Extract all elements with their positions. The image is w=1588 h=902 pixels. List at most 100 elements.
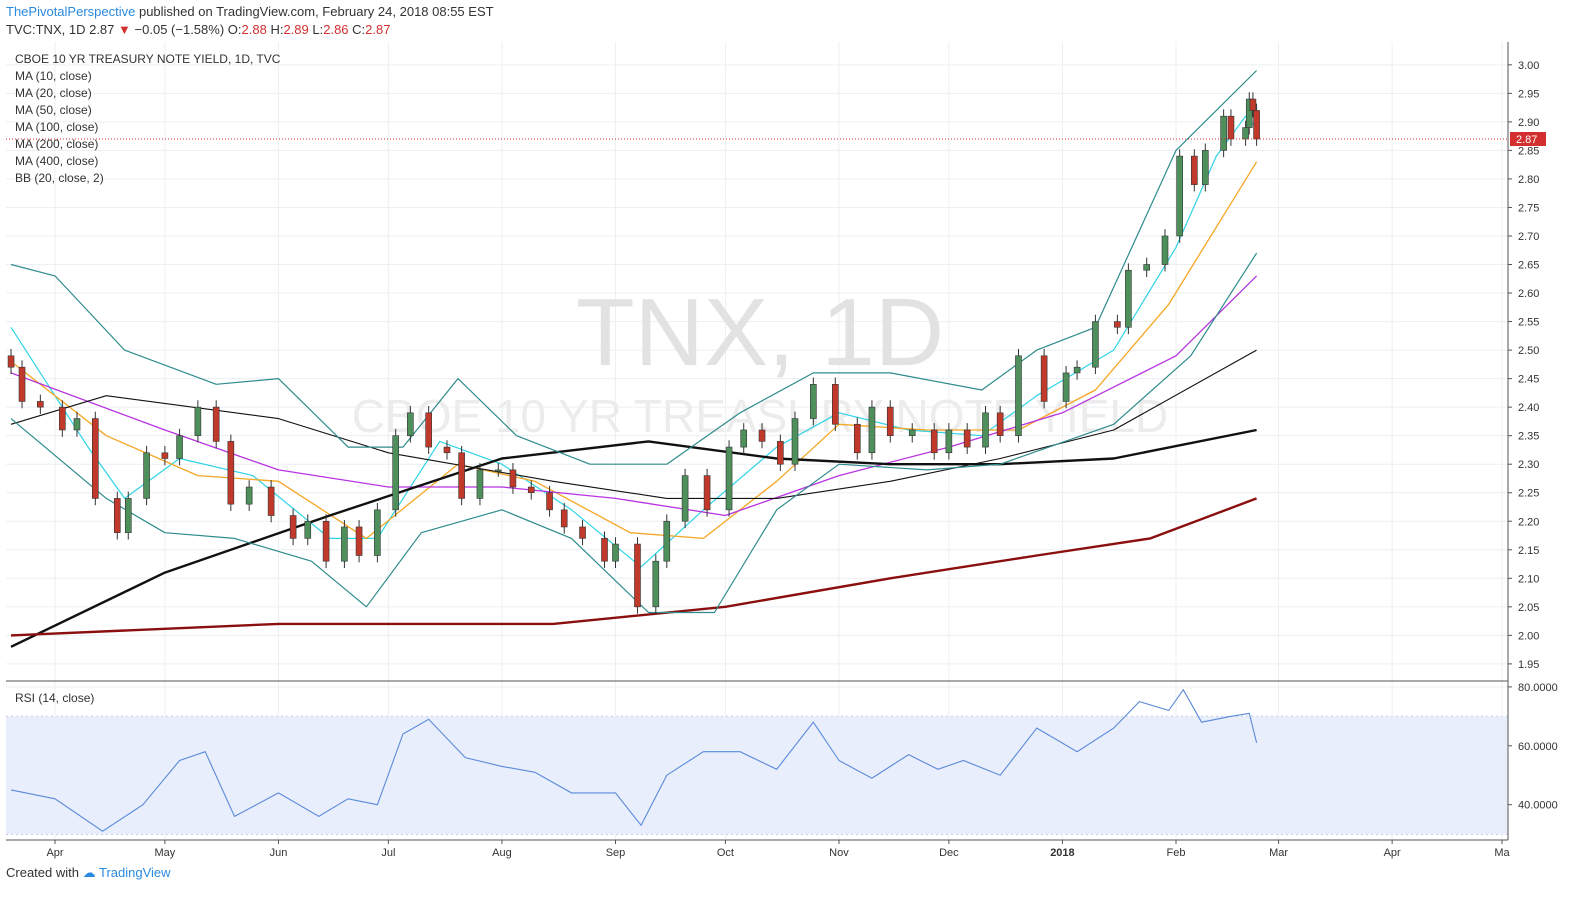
candle-body — [443, 446, 451, 454]
plot-background — [6, 42, 1508, 840]
tradingview-link[interactable]: TradingView — [99, 865, 171, 880]
y-tick-label: 2.70 — [1518, 231, 1539, 243]
x-tick-label: Dec — [939, 847, 959, 859]
low-value: 2.86 — [323, 22, 349, 37]
y-tick-label: 2.30 — [1518, 459, 1539, 471]
candle-body — [1125, 269, 1132, 328]
candle-body — [758, 429, 766, 442]
author-link[interactable]: ThePivotalPerspective — [6, 4, 136, 19]
footer: Created with ☁ TradingView — [6, 865, 171, 881]
candle-body — [663, 520, 671, 562]
candle-body — [1220, 115, 1227, 151]
change-label: −0.05 (−1.58%) — [134, 22, 225, 37]
rsi-axis: 80.0000 60.0000 40.0000 — [1508, 682, 1558, 812]
candle-body — [1143, 264, 1150, 271]
candle-body — [908, 429, 916, 436]
series-line-bb-lower — [10, 252, 1258, 614]
candle-body — [777, 441, 784, 465]
candle-body — [355, 526, 363, 556]
candle-body — [73, 418, 81, 431]
series-line-ma-10-close- — [10, 115, 1258, 568]
y-tick-label: 2.00 — [1518, 630, 1539, 642]
y-tick-label: 2.75 — [1518, 202, 1539, 214]
candle-body — [1191, 155, 1198, 185]
down-arrow-icon: ▼ — [118, 22, 131, 37]
y-tick-label: 2.60 — [1518, 288, 1539, 300]
y-tick-label: 2.40 — [1518, 402, 1539, 414]
high-label: H: — [270, 22, 284, 37]
candle-body — [1161, 235, 1169, 265]
candle-body — [612, 543, 619, 562]
candle-body — [546, 492, 553, 511]
indicator-legend: CBOE 10 YR TREASURY NOTE YIELD, 1D, TVC M… — [15, 52, 281, 185]
candle-body — [527, 486, 535, 494]
candle-body — [124, 498, 132, 533]
candle-body — [791, 418, 799, 465]
y-tick-label: 2.10 — [1518, 573, 1539, 585]
legend-item: MA (400, close) — [15, 154, 98, 168]
candle-body — [245, 486, 253, 505]
candle-body — [740, 429, 748, 448]
x-tick-label: Apr — [46, 847, 63, 859]
candle-body — [1242, 127, 1249, 140]
candle-body — [392, 435, 399, 511]
x-tick-label: 2018 — [1050, 847, 1074, 859]
candle-body — [963, 429, 971, 448]
open-value: 2.88 — [241, 22, 267, 37]
candle-body — [113, 498, 121, 533]
price-label: 2.87 — [89, 22, 115, 37]
candle-body — [982, 412, 989, 448]
x-tick-label: Nov — [829, 847, 849, 859]
x-tick-label: Mar — [1269, 847, 1288, 859]
x-tick-label: Feb — [1167, 847, 1186, 859]
publish-info: published on TradingView.com, February 2… — [138, 4, 494, 19]
y-tick-label: 2.85 — [1518, 145, 1539, 157]
y-tick-label: 2.50 — [1518, 345, 1539, 357]
candle-body — [194, 406, 202, 436]
candle-body — [886, 406, 894, 436]
last-price-tag — [1510, 131, 1546, 146]
candle-body — [59, 406, 66, 431]
legend-item: MA (200, close) — [15, 137, 98, 151]
last-price-marker: 2.87 — [6, 131, 1546, 146]
symbol-label: TVC:TNX, 1D — [6, 22, 86, 37]
y-tick-label: 2.15 — [1518, 545, 1539, 557]
candle-body — [1176, 155, 1183, 237]
y-tick-label: 2.20 — [1518, 516, 1539, 528]
x-tick-label: May — [155, 847, 176, 859]
legend-item: MA (50, close) — [15, 103, 92, 117]
created-with: Created with — [6, 865, 79, 880]
candle-body — [1114, 321, 1121, 328]
y-tick-label: 2.80 — [1518, 174, 1539, 186]
x-tick-label: Jul — [381, 847, 395, 859]
candle-body — [681, 475, 689, 522]
candles — [7, 92, 1260, 614]
rsi-line — [10, 688, 1258, 832]
series-line-bb-upper — [10, 70, 1258, 465]
candle-body — [161, 452, 169, 459]
y-tick-label: 3.00 — [1518, 60, 1539, 72]
candle-body — [341, 526, 348, 562]
candle-body — [476, 469, 484, 499]
low-label: L: — [312, 22, 324, 37]
candle-body — [176, 435, 183, 459]
price-series — [10, 70, 1258, 648]
candle-body — [996, 412, 1004, 436]
close-value: 2.87 — [365, 22, 391, 37]
y-tick-label: 2.45 — [1518, 374, 1539, 386]
candle-body — [143, 452, 150, 499]
candle-body — [703, 475, 711, 511]
series-line-ma-100-close- — [10, 349, 1257, 499]
x-tick-label: Jun — [270, 847, 288, 859]
candle-body — [289, 515, 297, 539]
candle-body — [18, 366, 26, 402]
rsi-tick-label: 60.0000 — [1518, 741, 1558, 753]
candle-body — [1092, 321, 1099, 368]
rsi-band — [6, 716, 1508, 835]
x-tick-label: Apr — [1384, 847, 1401, 859]
candle-body — [1040, 355, 1048, 402]
x-tick-label: Aug — [492, 847, 512, 859]
candle-body — [304, 520, 312, 539]
candle-body — [267, 486, 275, 516]
